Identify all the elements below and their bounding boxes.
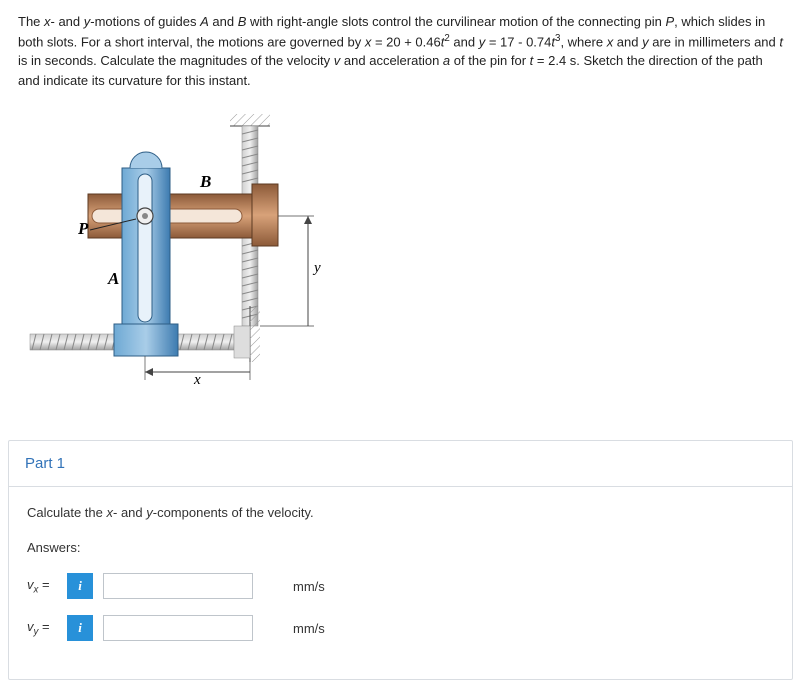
vx-input[interactable] (103, 573, 253, 599)
label-y: y (312, 260, 321, 276)
var-label-vx: vx = (27, 577, 57, 596)
label-p: P (77, 219, 89, 238)
answer-row-vy: vy = i mm/s (27, 615, 774, 641)
label-a: A (107, 269, 119, 288)
label-b: B (199, 172, 211, 191)
problem-statement: The x- and y-motions of guides A and B w… (0, 0, 801, 102)
info-icon[interactable]: i (67, 615, 93, 641)
part-title: Part 1 (9, 441, 792, 487)
unit-vx: mm/s (293, 579, 325, 594)
info-icon[interactable]: i (67, 573, 93, 599)
part-prompt: Calculate the x- and y-components of the… (27, 505, 774, 520)
answers-label: Answers: (27, 540, 774, 555)
var-label-vy: vy = (27, 619, 57, 638)
figure: B A P x y (0, 102, 801, 440)
unit-vy: mm/s (293, 621, 325, 636)
answer-row-vx: vx = i mm/s (27, 573, 774, 599)
vy-input[interactable] (103, 615, 253, 641)
part-card: Part 1 Calculate the x- and y-components… (8, 440, 793, 680)
label-x: x (193, 372, 201, 388)
